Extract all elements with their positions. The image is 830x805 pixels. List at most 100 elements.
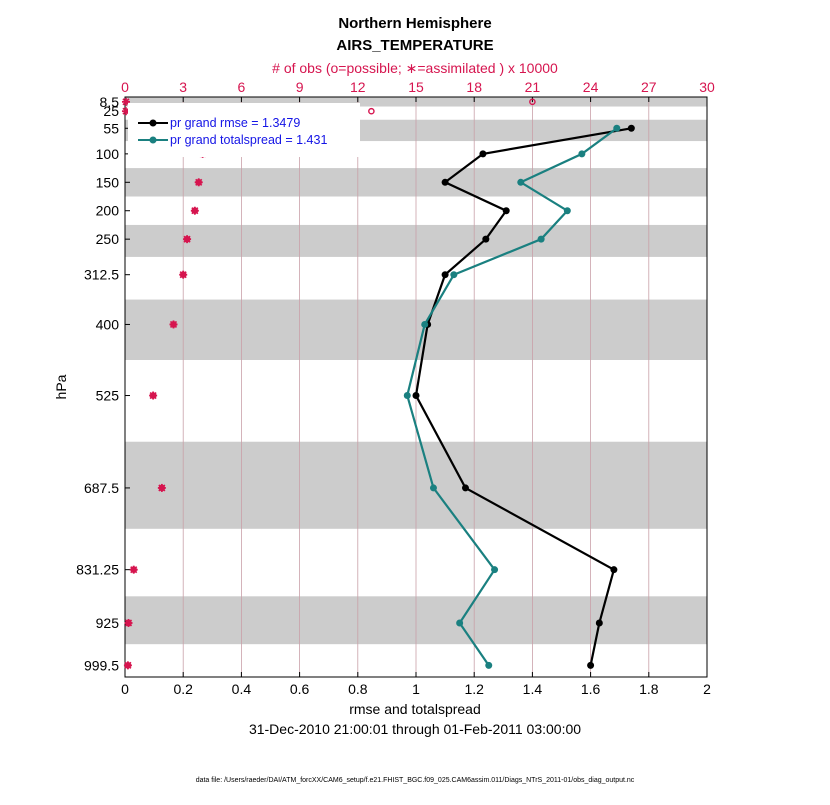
rmse-point	[441, 178, 449, 186]
chart-subtitle: AIRS_TEMPERATURE	[336, 37, 493, 54]
x-tick-label: 0.6	[290, 681, 310, 697]
totalspread-point	[485, 661, 493, 669]
x-tick-label: 1.2	[464, 681, 484, 697]
top-tick-label: 0	[121, 79, 129, 95]
y-tick-label: 250	[96, 231, 120, 247]
totalspread-point	[563, 207, 571, 215]
top-axis-label: # of obs (o=possible; ∗=assimilated ) x …	[272, 60, 558, 76]
obs-possible-marker	[529, 98, 536, 106]
rmse-point	[479, 150, 487, 158]
top-tick-label: 21	[525, 79, 541, 95]
totalspread-point	[537, 235, 545, 243]
obs-markers	[121, 97, 536, 670]
gridlines	[182, 97, 650, 677]
obs-star-stroke	[122, 107, 130, 115]
top-tick-label: 24	[583, 79, 599, 95]
top-tick-label: 9	[296, 79, 304, 95]
obs-assimilated-marker	[190, 206, 199, 215]
obs-star-stroke	[183, 235, 191, 243]
rmse-point	[587, 661, 595, 669]
top-tick-label: 30	[699, 79, 715, 95]
obs-star-stroke	[124, 619, 133, 627]
obs-assimilated-marker	[123, 661, 132, 670]
y-tick-label: 831.25	[76, 562, 119, 578]
obs-star-stroke	[130, 566, 138, 574]
obs-assimilated-marker	[129, 565, 138, 574]
totalspread-point	[491, 566, 499, 574]
y-tick-label: 312.5	[84, 267, 119, 283]
obs-assimilated-marker	[183, 235, 192, 244]
x-tick-label: 0	[121, 681, 129, 697]
legend-box	[128, 103, 360, 157]
series-lines	[403, 124, 635, 669]
legend: pr grand rmse = 1.3479 pr grand totalspr…	[128, 103, 360, 157]
rmse-point	[441, 271, 449, 279]
y-tick-label: 400	[96, 316, 120, 332]
totalspread-point	[613, 124, 621, 132]
top-tick-label: 12	[350, 79, 366, 95]
obs-star-stroke	[179, 271, 187, 279]
y-axis-label: hPa	[53, 374, 69, 399]
obs-star-stroke	[122, 98, 130, 106]
top-axis-ticks: 0 3 6 9 12 15 18 21 24 27 30	[121, 79, 715, 102]
legend-spread-marker	[149, 136, 157, 144]
x-tick-label: 2	[703, 681, 711, 697]
obs-assimilated-marker	[194, 178, 203, 187]
x-tick-label: 1.4	[523, 681, 543, 697]
chart-title: Northern Hemisphere	[338, 15, 491, 32]
legend-spread-label: pr grand totalspread = 1.431	[170, 133, 327, 147]
rmse-line	[414, 127, 632, 666]
x-tick-label: 0.8	[348, 681, 368, 697]
obs-possible-marker	[368, 107, 375, 115]
top-tick-label: 18	[466, 79, 482, 95]
date-range: 31-Dec-2010 21:00:01 through 01-Feb-2011…	[249, 721, 581, 737]
y-tick-label: 55	[103, 120, 119, 136]
rmse-point	[627, 124, 635, 132]
totalspread-point	[403, 392, 411, 400]
y-tick-label: 8.5	[100, 94, 120, 110]
legend-rmse-marker	[149, 119, 157, 127]
y-tick-label: 25	[103, 103, 119, 119]
obs-star-stroke	[169, 320, 178, 329]
obs-star-stroke	[191, 207, 199, 215]
y-tick-label: 200	[96, 203, 120, 219]
x-axis-label: rmse and totalspread	[349, 701, 481, 717]
obs-star-stroke	[124, 661, 132, 669]
rmse-point	[482, 235, 490, 243]
y-tick-label: 100	[96, 146, 120, 162]
totalspread-point	[421, 320, 429, 328]
obs-star-stroke	[195, 178, 203, 186]
obs-star-stroke	[158, 484, 166, 492]
rmse-point	[595, 619, 603, 627]
rmse-point	[461, 484, 469, 492]
y-tick-label: 999.5	[84, 657, 119, 673]
obs-assimilated-marker	[169, 320, 178, 329]
top-tick-label: 3	[179, 79, 187, 95]
obs-assimilated-marker	[157, 483, 166, 492]
totalspread-line	[406, 127, 618, 666]
y-tick-label: 925	[96, 615, 120, 631]
top-tick-label: 6	[238, 79, 246, 95]
obs-star-stroke	[149, 391, 157, 400]
obs-assimilated-marker	[121, 97, 130, 106]
totalspread-point	[517, 178, 525, 186]
legend-rmse-label: pr grand rmse = 1.3479	[170, 116, 300, 130]
x-tick-label: 0.4	[232, 681, 252, 697]
y-tick-label: 687.5	[84, 480, 119, 496]
totalspread-point	[578, 150, 586, 158]
y-tick-label: 525	[96, 388, 120, 404]
footer-datafile: data file: /Users/raeder/DAI/ATM_forcXX/…	[196, 777, 635, 784]
x-tick-label: 0.2	[173, 681, 193, 697]
rmse-point	[412, 392, 420, 400]
obs-assimilated-marker	[149, 391, 158, 400]
totalspread-point	[450, 271, 458, 279]
top-tick-label: 27	[641, 79, 657, 95]
rmse-point	[610, 566, 618, 574]
obs-assimilated-marker	[124, 618, 133, 627]
y-tick-label: 150	[96, 174, 120, 190]
top-tick-label: 15	[408, 79, 424, 95]
totalspread-point	[456, 619, 464, 627]
x-tick-label: 1	[412, 681, 420, 697]
